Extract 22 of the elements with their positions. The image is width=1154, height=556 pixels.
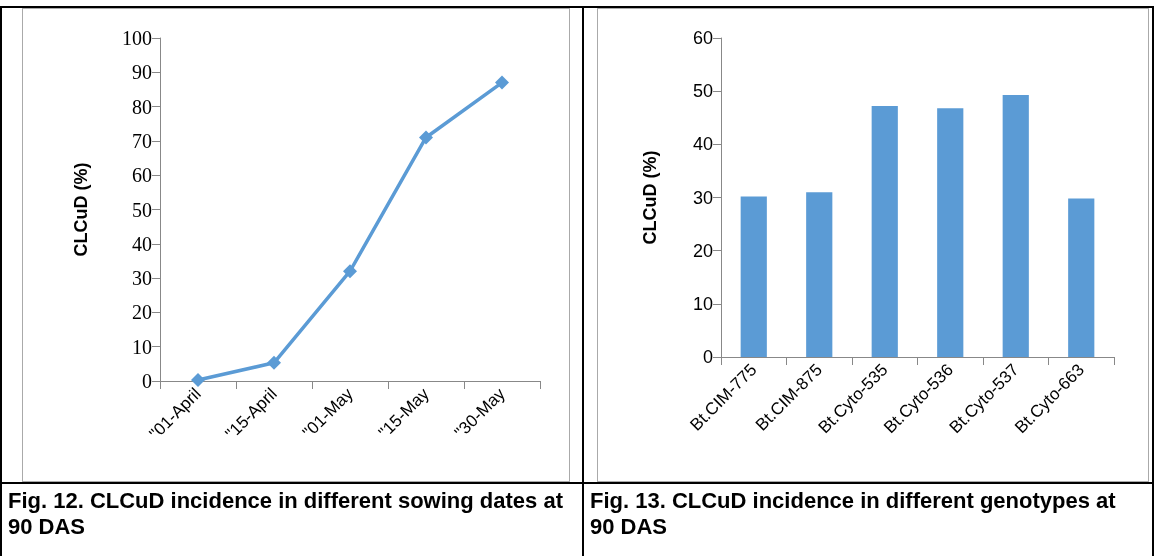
y-tick-label: 20 [132, 301, 152, 324]
y-tick-label: 70 [132, 129, 152, 152]
y-tick-label: 40 [132, 232, 152, 255]
y-tick-label: 30 [132, 267, 152, 290]
y-tick-label: 40 [692, 134, 713, 155]
y-tick-label: 30 [692, 187, 713, 208]
caption: Fig. 13. CLCuD incidence in different genotypes at 90 DAS [589, 487, 1117, 541]
y-tick-label: 20 [692, 240, 713, 261]
y-tick-label: 60 [132, 164, 152, 187]
y-tick-label: 100 [122, 27, 152, 49]
y-tick-label: 60 [692, 28, 713, 48]
y-tick-label: 50 [132, 198, 152, 221]
y-tick-label: 10 [692, 293, 713, 314]
y-tick-label: 10 [132, 335, 152, 358]
y-tick-label: 50 [692, 81, 713, 102]
y-tick-label: 80 [132, 95, 152, 118]
y-tick-label: 0 [702, 347, 713, 367]
caption: Fig. 12. CLCuD incidence in different sowing dates at 90 DAS [7, 487, 564, 541]
y-tick-label: 0 [142, 370, 152, 392]
y-axis-title: CLCuD (%) [640, 150, 660, 245]
y-tick-label: 90 [132, 61, 152, 84]
y-axis-title: CLCuD (%) [71, 162, 91, 257]
